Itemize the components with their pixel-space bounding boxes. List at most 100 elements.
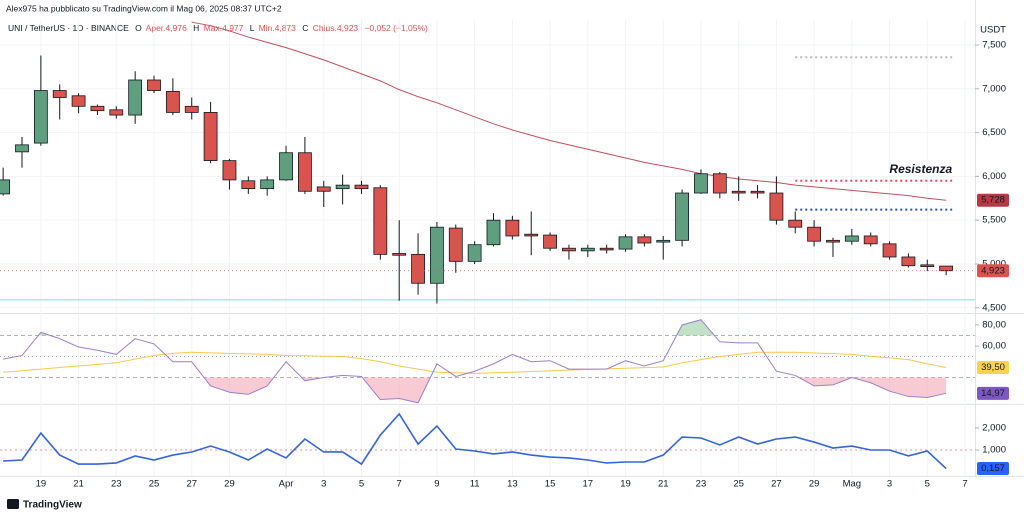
candle-body <box>788 219 803 228</box>
candle-body <box>392 253 407 256</box>
y-tick-label: 7,000 <box>982 83 1006 94</box>
price-label-box <box>977 193 1009 207</box>
oversold-fill <box>3 377 947 403</box>
candle-body <box>675 192 689 241</box>
candle-body <box>656 239 671 243</box>
candle-body <box>712 173 727 194</box>
x-tick-label: 21 <box>73 479 84 490</box>
candle-body <box>241 180 256 190</box>
candle-body <box>297 152 312 192</box>
x-tick-label: 23 <box>696 479 707 490</box>
x-tick-label: 25 <box>733 479 744 490</box>
candle-body <box>543 234 557 249</box>
x-tick-label: 7 <box>397 479 402 490</box>
candle-body <box>826 239 840 243</box>
x-tick-label: 21 <box>658 479 669 490</box>
x-tick-label: 19 <box>36 479 47 490</box>
candle-body <box>430 226 444 284</box>
candle-body <box>448 227 463 262</box>
candle-body <box>562 247 576 252</box>
oscillator-line <box>3 412 947 470</box>
candle-body <box>316 186 331 192</box>
candle-body <box>524 233 539 237</box>
candle-body <box>335 184 350 190</box>
price-label: 0,157 <box>981 463 1005 474</box>
legend-key: O <box>135 23 142 33</box>
candle-body <box>694 173 708 194</box>
candle-body <box>467 244 482 262</box>
price-label-box <box>977 386 1009 400</box>
price-label: 4,923 <box>981 265 1005 276</box>
candle-body <box>863 235 878 245</box>
legend-key: H <box>193 23 199 33</box>
candle-body <box>618 236 633 250</box>
x-tick-label: 13 <box>507 479 518 490</box>
price-pane <box>0 21 975 304</box>
candle-body <box>807 226 822 242</box>
candle-body <box>15 144 29 153</box>
candle-body <box>939 265 954 272</box>
candle-body <box>901 256 916 267</box>
x-tick-label: 17 <box>583 479 594 490</box>
candle-body <box>128 79 143 116</box>
candle-body <box>844 235 859 242</box>
line-label: Resistenza <box>889 162 952 176</box>
candle-body <box>637 236 652 244</box>
x-tick-label: 5 <box>359 479 364 490</box>
overbought-fill <box>3 319 947 336</box>
rsi-line <box>3 319 947 404</box>
y-tick-label: 5,500 <box>982 215 1006 226</box>
symbol: UNI / TetherUS · 1D · BINANCE <box>8 23 129 33</box>
x-tick-label: 27 <box>186 479 197 490</box>
candle-body <box>373 187 388 255</box>
y-tick-label: 6,500 <box>982 127 1006 138</box>
price-label-box <box>977 462 1009 476</box>
x-tick-label: 7 <box>962 479 967 490</box>
x-tick-label: 25 <box>149 479 160 490</box>
brand-logo: TradingView <box>7 499 82 511</box>
candle-body <box>505 219 520 237</box>
chart-header: UNI / TetherUS · 1D · BINANCE O Aper.4,9… <box>8 23 428 33</box>
x-tick-label: 23 <box>111 479 122 490</box>
x-tick-label: 29 <box>809 479 820 490</box>
legend-key: L <box>250 23 255 33</box>
y-tick-label: 80,00 <box>982 319 1006 330</box>
legend-value: Aper.4,976 <box>146 23 187 33</box>
x-tick-label: 15 <box>545 479 556 490</box>
legend-value: Chius.4,923 <box>313 23 359 33</box>
candle-body <box>33 90 48 144</box>
price-label-box <box>977 361 1009 375</box>
x-tick-label: 19 <box>620 479 631 490</box>
x-tick-label: 11 <box>470 479 480 490</box>
candle-body <box>279 152 293 181</box>
candle-body <box>411 253 425 284</box>
candle-body <box>184 105 199 113</box>
currency: USDT <box>980 25 1006 36</box>
candle-body <box>52 90 67 98</box>
x-tick-label: 9 <box>434 479 439 490</box>
candle-body <box>731 190 746 194</box>
candle-body <box>260 179 275 190</box>
candle-body <box>147 79 161 91</box>
y-tick-label: 4,500 <box>982 302 1006 313</box>
candle-body <box>486 219 501 246</box>
legend-key: C <box>302 23 308 33</box>
candle-body <box>769 192 784 221</box>
candle-body <box>920 264 935 268</box>
candle-body <box>0 179 11 195</box>
candle-body <box>222 160 237 181</box>
moving-average <box>191 21 947 201</box>
x-tick-label: 3 <box>321 479 326 490</box>
brand: TradingView <box>23 500 82 511</box>
candle-body <box>165 91 180 113</box>
x-tick-label: 5 <box>925 479 930 490</box>
y-tick-label: 2,000 <box>982 423 1006 434</box>
x-tick-label: 29 <box>224 479 235 490</box>
x-tick-label: 3 <box>887 479 892 490</box>
publisher: Alex975 ha pubblicato su TradingView.com… <box>6 3 282 13</box>
legend-value: Max.4,977 <box>204 23 244 33</box>
price-label-box <box>977 264 1009 278</box>
price-label: 14,97 <box>981 388 1005 399</box>
